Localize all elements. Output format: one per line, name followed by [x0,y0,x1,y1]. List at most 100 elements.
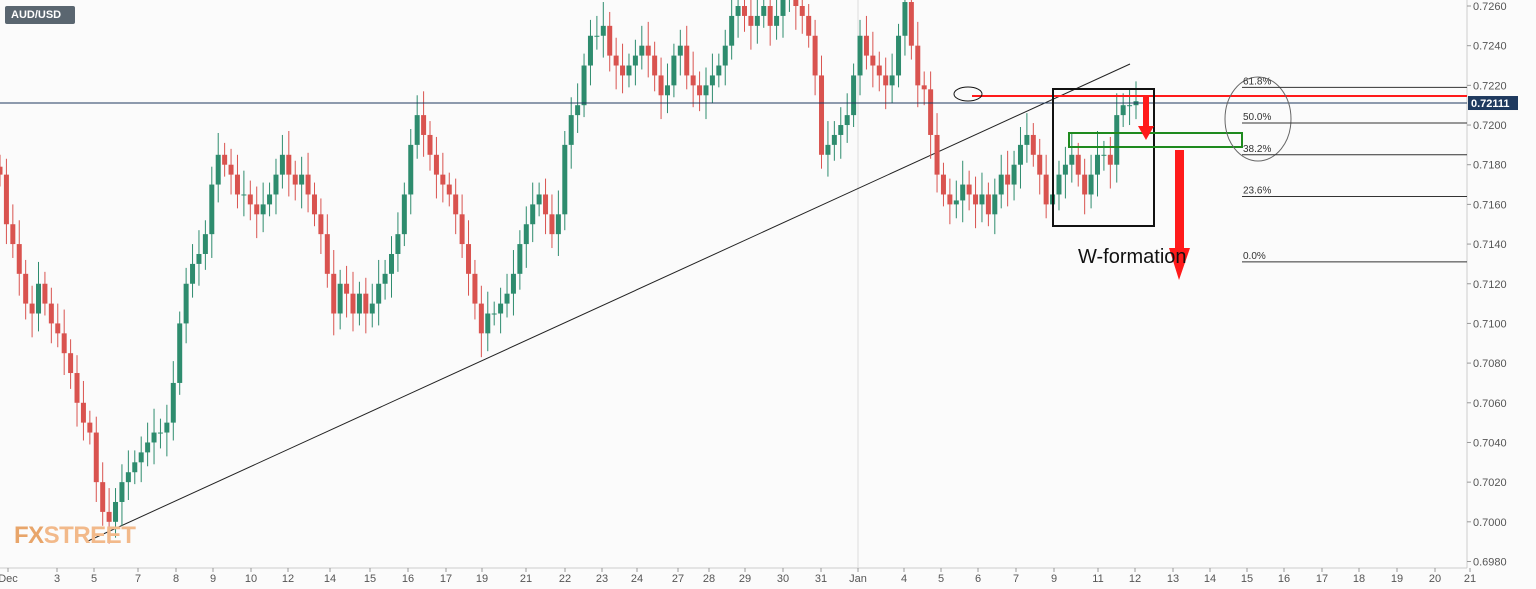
candle-down [292,174,298,185]
candle-down [68,353,74,374]
candle-down [87,422,93,433]
candle-up [202,234,208,254]
x-tick-label: 21 [1464,573,1476,585]
candle-up [523,224,529,245]
candle-down [1075,154,1081,175]
price-axis[interactable]: 0.7260 0.7240 0.7220 0.7200 0.7180 0.7160 0.71… [1467,1,1507,569]
time-axis[interactable]: Dec 3 5 7 8 9 10 12 14 15 16 17 19 21 22 23 24 27 28 29 30 31… [0,568,1476,585]
candle-up [382,273,388,284]
candle-up [1114,115,1120,165]
candle-up [267,194,273,205]
candle-up [337,283,343,314]
candle-up [735,6,741,16]
candle-up [260,204,266,215]
candle-down [620,65,626,76]
candle-up [555,214,561,235]
logo-part-fx: FX [14,522,44,549]
candle-down [100,482,106,512]
candle-down [876,65,882,76]
y-tick-label: 0.7080 [1473,358,1507,370]
candle-down [344,283,350,294]
candle-up [1017,144,1023,165]
candle-down [106,511,112,522]
candle-down [234,174,240,195]
w-formation-label: W-formation [1078,246,1187,268]
candle-up [632,55,638,66]
x-tick-label: 3 [54,573,60,585]
candle-up [414,115,420,145]
candle-up [639,45,645,56]
fxstreet-logo: FXSTREET [14,522,136,550]
candle-down [973,194,979,205]
candle-up [703,85,709,96]
candle-down [645,45,651,56]
candle-down [658,75,664,96]
y-tick-label: 0.7140 [1473,239,1507,251]
big-arrow-head [1169,248,1190,280]
candle-up [401,194,407,235]
candle-down [748,15,754,26]
candle-down [55,323,61,334]
x-tick-label: 27 [672,573,684,585]
x-tick-label: 17 [440,573,452,585]
x-tick-label: 24 [631,573,643,585]
x-tick-label: 31 [815,573,827,585]
candle-up [356,293,362,314]
candle-down [985,194,991,215]
candle-up [1062,164,1068,175]
candle-up [1094,154,1100,175]
candle-up [273,174,279,195]
candle-up [979,194,985,205]
candle-down [652,55,658,76]
candle-up [389,253,395,274]
candle-up [562,144,568,215]
small-arrow-head [1138,126,1154,140]
symbol-label[interactable]: AUD/USD [5,6,75,24]
candle-down [42,283,48,304]
candle-down [61,333,67,354]
candle-up [408,144,414,195]
x-tick-label: 5 [91,573,97,585]
candle-up [119,482,125,502]
candle-up [754,15,760,26]
y-tick-label: 0.7060 [1473,398,1507,410]
x-tick-label: 16 [1278,573,1290,585]
candle-up [831,134,837,145]
fib-label: 38.2% [1243,144,1271,155]
support-trendline [87,63,1131,542]
x-tick-label: 4 [901,573,907,585]
candle-up [209,184,215,235]
candle-down [93,432,99,483]
candle-up [851,75,857,116]
x-tick-label: 29 [739,573,751,585]
candle-down [921,85,927,90]
fib-label: 0.0% [1243,251,1266,262]
candle-up [190,263,196,284]
x-tick-label: 20 [1429,573,1441,585]
candle-up [170,382,176,423]
candle-down [433,154,439,175]
y-tick-label: 0.7200 [1473,120,1507,132]
candle-down [1082,174,1088,195]
candle-up [215,154,221,185]
candle-up [677,45,683,56]
candle-down [607,25,613,56]
y-tick-label: 0.6980 [1473,557,1507,569]
y-tick-label: 0.7040 [1473,437,1507,449]
fib-ellipse [1224,76,1292,162]
candle-up [132,462,138,473]
x-tick-label: 9 [210,573,216,585]
candle-up [902,2,908,36]
candle-down [74,373,80,403]
candle-up [1127,105,1133,107]
candle-up [600,25,606,36]
candle-down [0,166,3,175]
x-tick-label: 19 [476,573,488,585]
x-tick-label: 11 [1092,573,1103,585]
candle-up [664,85,670,96]
candle-up [857,35,863,76]
candle-up [774,15,780,26]
y-tick-label: 0.7240 [1473,41,1507,53]
candle-down [1107,154,1113,165]
